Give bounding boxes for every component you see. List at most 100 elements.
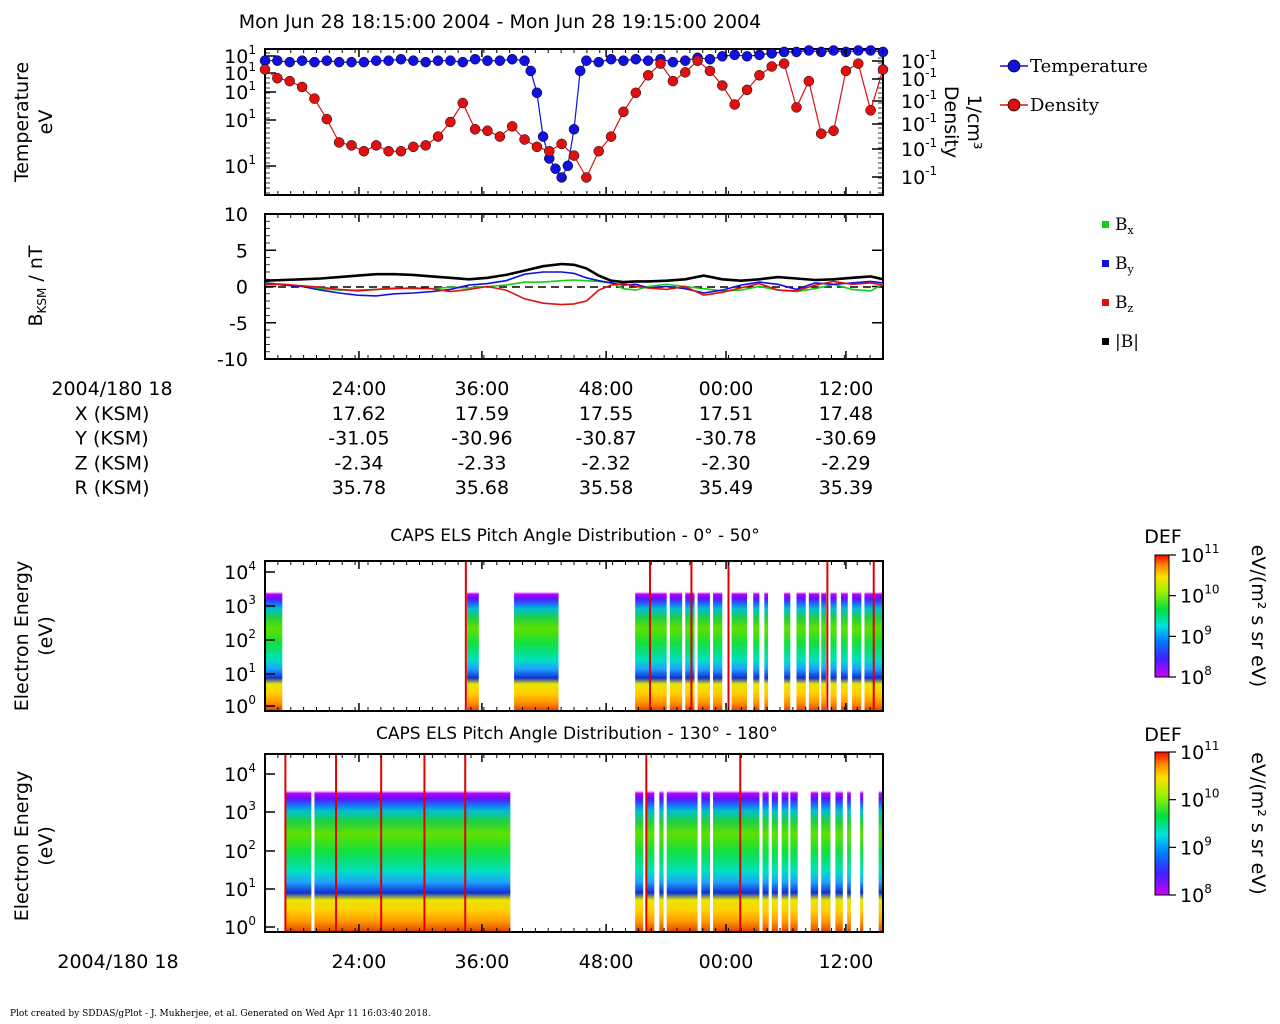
- legend-label-bmag: |B|: [1115, 332, 1139, 352]
- data-point-density: [531, 141, 543, 153]
- data-point-density: [655, 58, 666, 69]
- data-point-density: [642, 70, 654, 81]
- energy-tick-label: 101: [224, 876, 256, 901]
- series-line-bz: [265, 280, 884, 306]
- bottom-axis-tick-labels: 24:00 36:00 48:00 00:00 12:00: [332, 951, 874, 973]
- spectrogram-block: [796, 561, 806, 711]
- energy-tick-label: 102: [224, 838, 256, 863]
- spectrogram-block: [821, 754, 831, 932]
- data-point-temperature: [574, 65, 586, 77]
- energy-tick-label: 104: [224, 559, 256, 584]
- energy-tick-label: 101: [224, 661, 256, 686]
- data-point-temperature: [321, 55, 333, 66]
- data-point-temperature: [358, 56, 370, 68]
- data-point-temperature: [679, 55, 691, 66]
- temperature-tick-label: 101: [224, 107, 256, 132]
- colorbar-title: DEF: [1144, 526, 1182, 548]
- series-line-by: [264, 271, 884, 297]
- temperature-axis-label-line1: Temperature: [11, 62, 33, 183]
- spectrogram-block: [646, 754, 655, 932]
- ephemeris-value: 35.68: [455, 477, 509, 499]
- data-point-temperature: [605, 53, 617, 65]
- spectrogram-block: [514, 561, 559, 711]
- data-point-temperature: [865, 45, 876, 56]
- data-point-temperature: [766, 48, 778, 59]
- legend-label-bz: Bz: [1115, 293, 1134, 315]
- legend-density-marker: [1007, 98, 1021, 112]
- spectrogram-block: [810, 754, 819, 932]
- data-point-temperature: [259, 55, 271, 66]
- colorbar-units: eV/(m² s sr eV): [1247, 752, 1269, 894]
- spectrogram-block: [840, 561, 848, 711]
- spectrogram-block: [685, 561, 695, 711]
- els-pad-130-180-title: CAPS ELS Pitch Angle Distribution - 130°…: [376, 724, 778, 744]
- ephemeris-value: -2.32: [582, 452, 631, 474]
- legend-label-bx: Bx: [1115, 215, 1135, 237]
- ephemeris-rows: X (KSM) 17.62 17.59 17.55 17.51 17.48 Y (KSM) -…: [74, 403, 876, 499]
- colorbar-tick-label: 108: [1180, 882, 1212, 907]
- density-tick-labels: 10-110-110-110-110-110-1: [872, 48, 937, 194]
- data-point-density: [593, 145, 604, 157]
- data-point-density: [667, 75, 679, 87]
- bottom-axis-tick-label: 00:00: [699, 951, 754, 973]
- ephemeris-row-label: X (KSM): [75, 403, 150, 425]
- data-point-temperature: [618, 55, 629, 66]
- bottom-axis-tick-label: 48:00: [579, 951, 634, 973]
- data-point-temperature: [284, 56, 295, 68]
- data-point-density: [544, 145, 555, 157]
- els-pad-0-50-panel: CAPS ELS Pitch Angle Distribution - 0° -…: [11, 526, 1269, 718]
- data-point-temperature: [581, 55, 592, 66]
- data-point-density: [333, 137, 345, 148]
- spectrogram-block: [265, 561, 283, 711]
- data-point-density: [420, 140, 431, 151]
- temperature-tick-label: 101: [224, 43, 256, 68]
- spectrogram-block: [821, 561, 827, 711]
- temperature-tick-label: 101: [224, 60, 256, 85]
- ephemeris-value: 35.78: [332, 477, 386, 499]
- data-point-temperature: [309, 56, 320, 68]
- ephemeris-value: 17.59: [455, 403, 509, 425]
- ephemeris-value: -31.05: [328, 428, 389, 450]
- data-point-density: [828, 125, 839, 137]
- ephemeris-value: 17.62: [332, 403, 386, 425]
- data-point-density: [445, 116, 456, 128]
- els1-axis-label-line1: Electron Energy: [11, 561, 33, 712]
- data-point-temperature: [828, 45, 839, 56]
- data-point-density: [754, 70, 765, 81]
- data-point-density: [618, 106, 629, 118]
- ephemeris-value: 35.58: [579, 477, 633, 499]
- data-point-temperature: [754, 49, 765, 61]
- colorbar-tick-label: 109: [1180, 623, 1212, 648]
- data-point-temperature: [506, 53, 518, 65]
- spectrogram-block: [808, 561, 820, 711]
- ephemeris-value: -2.30: [701, 452, 750, 474]
- data-point-density: [679, 67, 691, 78]
- bfield-axis-label: BKSM / nT: [25, 245, 49, 326]
- data-point-temperature: [556, 172, 567, 183]
- ephemeris-value: 35.39: [819, 477, 873, 499]
- magnetic-field-panel: BKSM / nT 10 5 0 -5 -10 Bx By Bz |B|: [25, 204, 1139, 371]
- data-point-temperature: [667, 56, 679, 68]
- temperature-density-panel: Temperature eV Density 1/cm³ 10110110110…: [11, 43, 1148, 196]
- spectrogram-block: [284, 754, 312, 932]
- data-point-temperature: [704, 53, 716, 65]
- density-tick-label: 10-1: [901, 111, 937, 136]
- data-point-temperature: [469, 53, 481, 65]
- data-point-density: [556, 138, 567, 150]
- data-point-temperature: [741, 51, 753, 62]
- energy-tick-label: 104: [224, 761, 256, 786]
- data-point-density: [519, 134, 530, 145]
- data-point-temperature: [408, 55, 419, 66]
- data-point-density: [309, 93, 320, 104]
- density-tick-label: 10-1: [901, 136, 937, 161]
- data-point-density: [408, 141, 419, 153]
- data-point-temperature: [370, 55, 382, 66]
- density-axis-label-line1: Density: [940, 86, 962, 158]
- ephemeris-time-label: 36:00: [455, 378, 510, 400]
- ephemeris-time-label: 12:00: [819, 378, 874, 400]
- density-tick-label: 10-1: [901, 48, 937, 73]
- bfield-legend: Bx By Bz |B|: [1102, 215, 1139, 352]
- data-point-temperature: [482, 55, 493, 66]
- colorbar-gradient: [1154, 554, 1170, 678]
